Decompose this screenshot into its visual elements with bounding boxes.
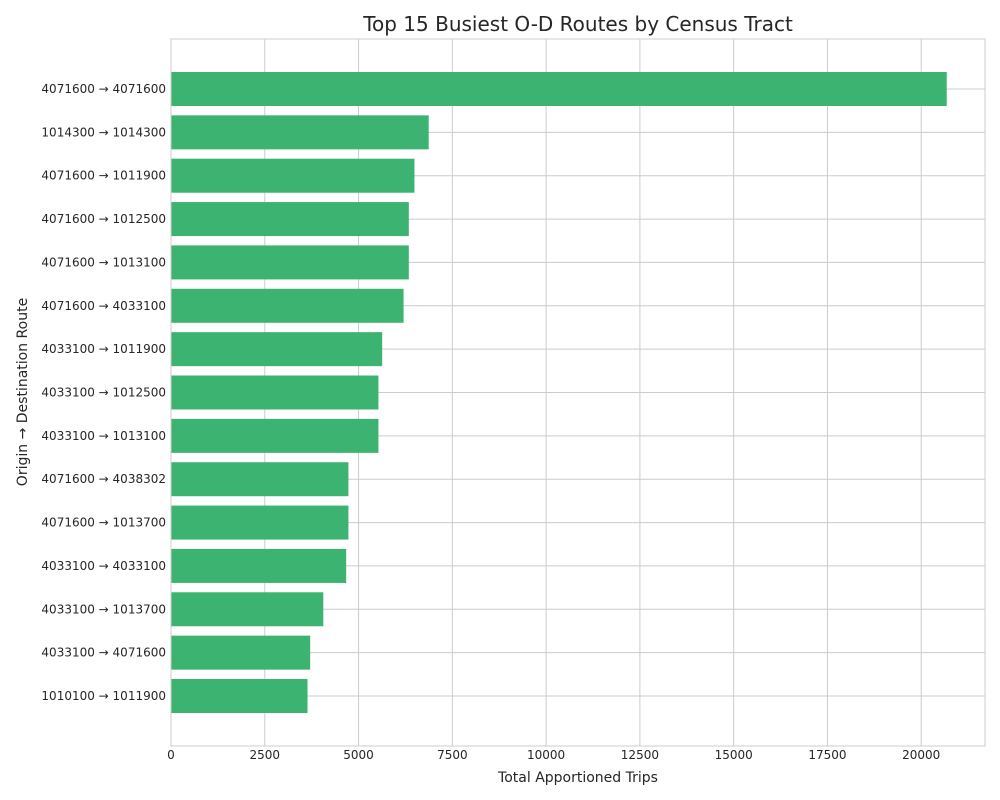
y-tick-labels: 4071600 → 4071600 1014300 → 1014300 407160… <box>41 82 166 703</box>
bar <box>171 592 324 627</box>
y-tick-label: 4033100 → 1012500 <box>41 386 166 400</box>
bar <box>171 202 409 237</box>
y-tick-label: 1010100 → 1011900 <box>41 689 166 703</box>
y-tick-label: 4071600 → 1012500 <box>41 212 166 226</box>
y-tick-label: 4071600 → 4033100 <box>41 299 166 313</box>
x-tick-label: 2500 <box>250 748 281 762</box>
x-axis-label: Total Apportioned Trips <box>497 770 658 786</box>
y-tick-label: 4033100 → 1011900 <box>41 342 166 356</box>
y-tick-label: 4033100 → 1013100 <box>41 429 166 443</box>
bar <box>171 375 379 410</box>
x-tick-label: 17500 <box>808 748 846 762</box>
x-tick-label: 5000 <box>343 748 374 762</box>
bar <box>171 418 379 453</box>
bars <box>171 72 947 713</box>
x-tick-labels: 0 2500 5000 7500 10000 12500 15000 17500 20000 <box>167 748 940 762</box>
bar <box>171 115 429 150</box>
y-tick-label: 4071600 → 1011900 <box>41 169 166 183</box>
plot-frame <box>170 38 986 747</box>
bar <box>171 635 311 670</box>
y-tick-label: 4071600 → 1013100 <box>41 255 166 269</box>
chart-title: Top 15 Busiest O-D Routes by Census Trac… <box>362 12 793 36</box>
bar <box>171 288 404 323</box>
y-tick-label: 4071600 → 1013700 <box>41 516 166 530</box>
bar <box>171 245 409 280</box>
x-tick-label: 15000 <box>715 748 753 762</box>
y-tick-label: 4033100 → 4071600 <box>41 646 166 660</box>
bar <box>171 72 947 106</box>
bar <box>171 548 347 583</box>
y-tick-label: 4033100 → 1013700 <box>41 602 166 616</box>
bar <box>171 158 415 193</box>
x-tick-label: 0 <box>167 748 175 762</box>
x-tick-label: 10000 <box>527 748 565 762</box>
bar <box>171 462 349 497</box>
bar <box>171 505 349 540</box>
y-tick-label: 1014300 → 1014300 <box>41 125 166 139</box>
bar <box>171 679 308 713</box>
x-tick-label: 20000 <box>902 748 940 762</box>
x-tick-label: 7500 <box>437 748 468 762</box>
x-tick-label: 12500 <box>621 748 659 762</box>
y-tick-label: 4071600 → 4071600 <box>41 82 166 96</box>
y-tick-label: 4071600 → 4038302 <box>41 472 166 486</box>
y-tick-label: 4033100 → 4033100 <box>41 559 166 573</box>
bar <box>171 332 383 367</box>
y-axis-label: Origin → Destination Route <box>15 298 31 486</box>
